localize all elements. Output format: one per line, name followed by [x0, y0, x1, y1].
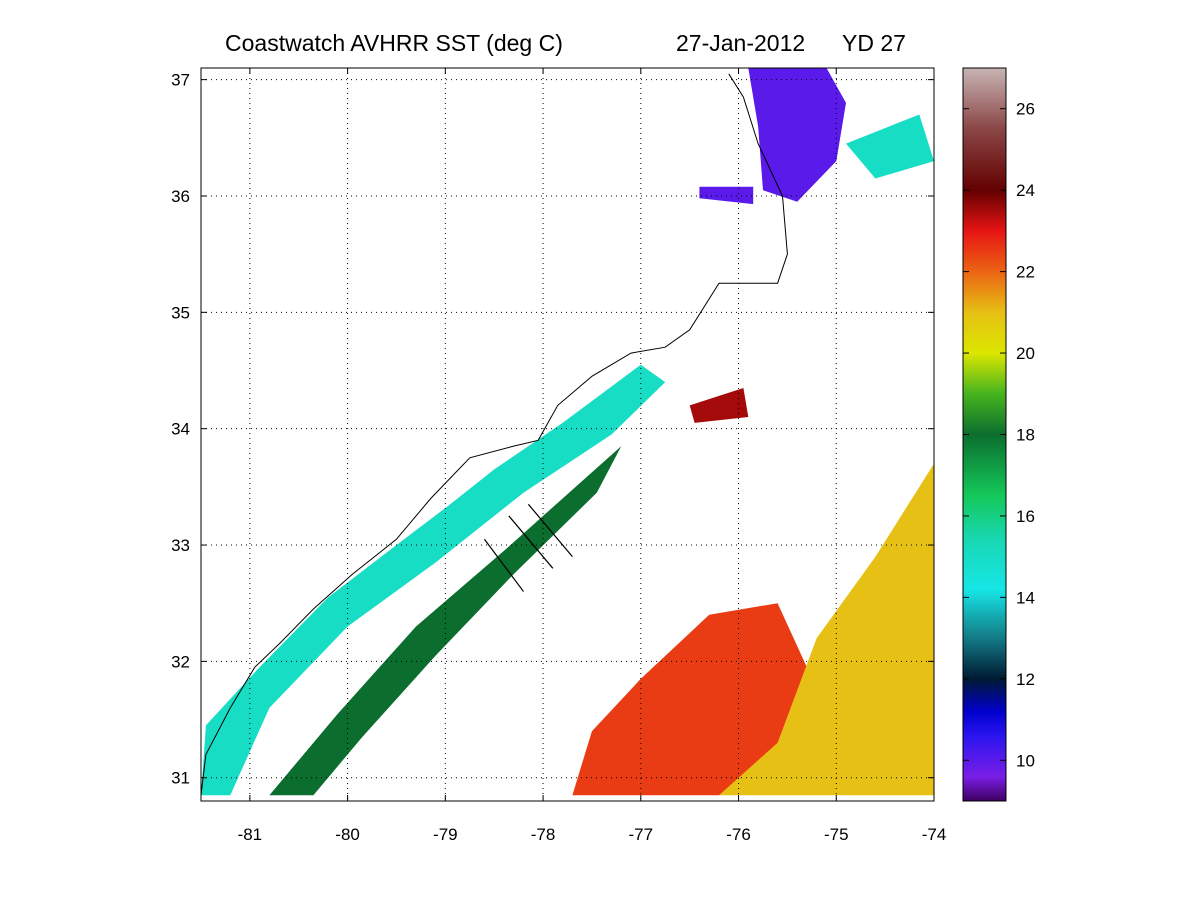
colorbar-tick-label: 10	[1016, 751, 1035, 770]
colorbar	[962, 67, 1007, 802]
front-markers	[483, 503, 573, 592]
x-tick-label: -80	[335, 825, 360, 844]
coastline-path	[201, 73, 788, 796]
sst-region-shelf-warm-edge	[269, 446, 622, 796]
sst-region-albemarle-sound	[699, 186, 754, 205]
colorbar-tick-label: 18	[1016, 426, 1035, 445]
y-tick-label: 32	[171, 652, 190, 671]
plot-frame	[200, 67, 935, 802]
sst-regions	[201, 68, 934, 796]
x-tick-label: -79	[433, 825, 458, 844]
y-tick-label: 36	[171, 187, 190, 206]
x-tick-label: -77	[629, 825, 654, 844]
sst-region-southeast-warm-orange	[719, 463, 934, 796]
y-tick-label: 37	[171, 71, 190, 90]
x-axis: -81 -80 -79 -78 -77 -76 -75 -74	[238, 68, 947, 844]
sst-region-chesapeake-cold	[748, 68, 846, 202]
colorbar-tick-label: 22	[1016, 263, 1035, 282]
x-tick-label: -75	[824, 825, 849, 844]
front-marker-line	[508, 515, 554, 569]
x-tick-label: -76	[726, 825, 751, 844]
x-tick-label: -74	[922, 825, 947, 844]
front-marker-line	[483, 538, 525, 592]
y-tick-label: 35	[171, 303, 190, 322]
y-tick-label: 34	[171, 420, 190, 439]
x-tick-label: -78	[531, 825, 556, 844]
sst-region-shelf-cool-band	[201, 364, 666, 796]
x-tick-label: -81	[238, 825, 263, 844]
colorbar-tick-label: 14	[1016, 588, 1035, 607]
plot-area	[201, 68, 934, 801]
chart-title-yearday: YD 27	[842, 30, 906, 56]
colorbar-tick-label: 26	[1016, 100, 1035, 119]
colorbar-tick-label: 16	[1016, 507, 1035, 526]
y-axis: 31 32 33 34 35 36 37	[171, 71, 934, 788]
front-marker-line	[527, 503, 573, 558]
sst-region-northeast-offshore-patches	[846, 114, 934, 179]
colorbar-ticks: 10 12 14 16 18 20 22 24 26	[963, 100, 1035, 770]
sst-region-gulfstream-eddy-red	[689, 388, 749, 423]
grid-lines	[201, 68, 934, 801]
y-tick-label: 31	[171, 769, 190, 788]
y-tick-label: 33	[171, 536, 190, 555]
coastline	[201, 73, 788, 796]
chart-title-date: 27-Jan-2012	[676, 30, 805, 56]
chart-title-product: Coastwatch AVHRR SST (deg C)	[225, 30, 563, 56]
colorbar-tick-label: 12	[1016, 670, 1035, 689]
colorbar-tick-label: 24	[1016, 181, 1035, 200]
sst-region-southern-warm-red	[572, 603, 807, 796]
colorbar-tick-label: 20	[1016, 344, 1035, 363]
